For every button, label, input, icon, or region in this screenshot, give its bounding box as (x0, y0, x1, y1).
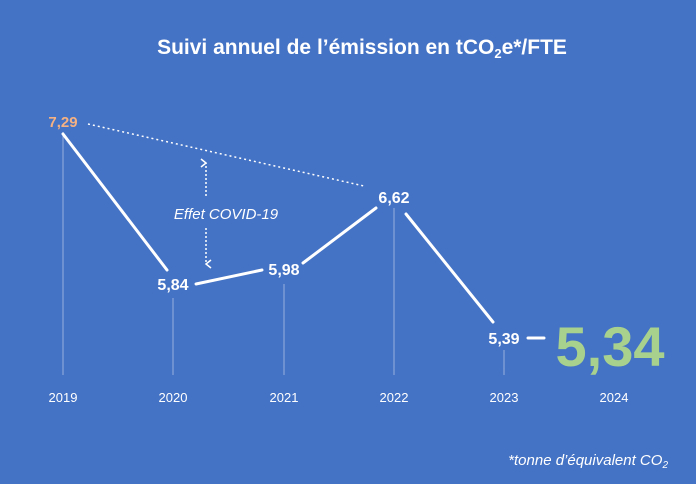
chart-title: Suivi annuel de l’émission en tCO2e*/FTE (0, 36, 696, 61)
value-label-2023: 5,39 (488, 331, 519, 348)
footnote-text: *tonne d’équivalent CO (508, 452, 663, 469)
series-segment-2022-2023 (404, 212, 495, 324)
value-label-2021: 5,98 (268, 262, 299, 279)
series-segment-2019-2020 (61, 132, 169, 272)
x-tick-2020: 2020 (159, 390, 188, 405)
trend-line (87, 123, 365, 187)
covid-annotation: Effet COVID-19 (174, 206, 279, 223)
footnote: *tonne d’équivalent CO2 (508, 452, 668, 471)
footnote-subscript: 2 (662, 460, 668, 471)
series-segment-2021-2022 (301, 206, 378, 265)
title-prefix: Suivi annuel de l’émission en tCO (157, 36, 495, 59)
x-tick-2023: 2023 (490, 390, 519, 405)
title-suffix: e*/FTE (501, 36, 567, 59)
x-tick-2021: 2021 (270, 390, 299, 405)
value-label-2019: 7,29 (48, 114, 77, 131)
value-label-2020: 5,84 (157, 277, 188, 294)
value-label-2024: 5,34 (556, 315, 665, 378)
x-tick-2019: 2019 (49, 390, 78, 405)
value-label-2022: 6,62 (378, 190, 409, 207)
title-subscript: 2 (494, 46, 502, 61)
x-tick-2022: 2022 (380, 390, 409, 405)
series-segment-2020-2021 (194, 268, 264, 286)
x-tick-2024: 2024 (600, 390, 629, 405)
